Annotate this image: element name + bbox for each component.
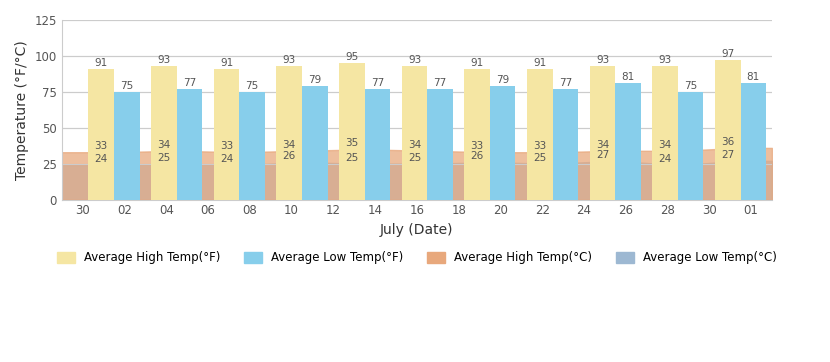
- Bar: [427, 89, 453, 199]
- Text: 25: 25: [533, 152, 546, 163]
- Text: 93: 93: [596, 55, 609, 65]
- Text: 24: 24: [220, 154, 233, 164]
- Bar: [364, 89, 390, 199]
- Bar: [276, 66, 302, 199]
- Text: 95: 95: [345, 52, 359, 62]
- Text: 77: 77: [371, 78, 384, 88]
- Text: 77: 77: [559, 78, 572, 88]
- Text: 35: 35: [345, 138, 359, 148]
- Text: 91: 91: [471, 58, 484, 68]
- Text: 25: 25: [408, 152, 421, 163]
- Bar: [590, 66, 615, 199]
- Text: 33: 33: [533, 141, 546, 151]
- Bar: [302, 86, 328, 199]
- Text: 27: 27: [721, 150, 735, 160]
- Text: 33: 33: [220, 141, 233, 151]
- Bar: [678, 92, 704, 199]
- Text: 93: 93: [282, 55, 295, 65]
- Bar: [214, 69, 239, 199]
- Text: 79: 79: [496, 75, 510, 85]
- Legend: Average High Temp(°F), Average Low Temp(°F), Average High Temp(°C), Average Low : Average High Temp(°F), Average Low Temp(…: [52, 247, 782, 269]
- Bar: [151, 66, 177, 199]
- Text: 91: 91: [220, 58, 233, 68]
- Text: 91: 91: [533, 58, 546, 68]
- Y-axis label: Temperature (°F/°C): Temperature (°F/°C): [15, 40, 29, 180]
- Text: 77: 77: [433, 78, 447, 88]
- Bar: [239, 92, 265, 199]
- X-axis label: July (Date): July (Date): [380, 223, 454, 237]
- Text: 34: 34: [408, 140, 421, 150]
- Bar: [553, 89, 579, 199]
- Bar: [114, 92, 139, 199]
- Text: 93: 93: [658, 55, 671, 65]
- Bar: [740, 83, 766, 199]
- Bar: [490, 86, 515, 199]
- Text: 24: 24: [658, 154, 671, 164]
- Text: 34: 34: [282, 140, 295, 150]
- Text: 77: 77: [183, 78, 196, 88]
- Text: 24: 24: [95, 154, 108, 164]
- Bar: [177, 89, 203, 199]
- Text: 97: 97: [721, 49, 735, 59]
- Bar: [339, 63, 364, 199]
- Text: 27: 27: [596, 150, 609, 160]
- Text: 81: 81: [747, 72, 760, 82]
- Bar: [615, 83, 641, 199]
- Bar: [402, 66, 427, 199]
- Text: 34: 34: [596, 140, 609, 150]
- Bar: [715, 60, 740, 199]
- Text: 93: 93: [157, 55, 170, 65]
- Bar: [652, 66, 678, 199]
- Text: 75: 75: [684, 81, 697, 91]
- Text: 34: 34: [658, 140, 671, 150]
- Text: 26: 26: [471, 151, 484, 161]
- Text: 33: 33: [95, 141, 108, 151]
- Text: 91: 91: [95, 58, 108, 68]
- Text: 36: 36: [721, 137, 735, 147]
- Text: 25: 25: [345, 152, 359, 163]
- Bar: [465, 69, 490, 199]
- Text: 79: 79: [308, 75, 321, 85]
- Text: 81: 81: [622, 72, 635, 82]
- Text: 34: 34: [157, 140, 170, 150]
- Bar: [527, 69, 553, 199]
- Text: 33: 33: [471, 141, 484, 151]
- Text: 75: 75: [246, 81, 259, 91]
- Bar: [89, 69, 114, 199]
- Text: 75: 75: [120, 81, 134, 91]
- Text: 93: 93: [408, 55, 421, 65]
- Text: 26: 26: [282, 151, 295, 161]
- Text: 25: 25: [157, 152, 170, 163]
